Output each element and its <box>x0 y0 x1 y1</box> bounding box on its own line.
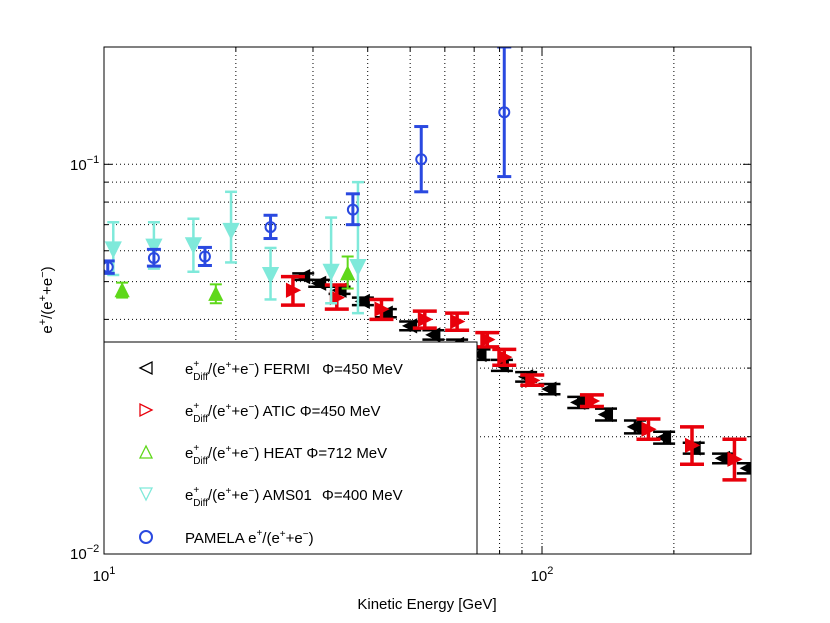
point-atic-0 <box>285 282 302 298</box>
point-pamela-0 <box>104 261 114 274</box>
point-pamela-6 <box>498 106 511 119</box>
y-tick-label-0.1: 10−1 <box>70 154 99 174</box>
legend-marker-pamela <box>139 530 153 544</box>
series-atic <box>280 274 747 482</box>
errorbar-ams01-6 <box>351 180 364 315</box>
y-axis-label: e+/(e++e−) <box>37 266 56 333</box>
point-atic-4 <box>450 313 466 330</box>
errorbar-pamela-6 <box>497 47 512 179</box>
series-heat <box>114 255 356 305</box>
point-fermi-3 <box>354 293 370 309</box>
x-axis-label: Kinetic Energy [GeV] <box>357 596 496 613</box>
point-fermi-6 <box>425 327 441 343</box>
point-ams01-5 <box>322 263 340 281</box>
legend-label-pamela: PAMELA e+/(e++e−) <box>185 528 314 547</box>
data-series <box>104 47 751 482</box>
errorbar-pamela-5 <box>414 125 429 194</box>
point-ams01-6 <box>349 259 367 277</box>
legend-markers <box>138 360 154 544</box>
point-fermi-11 <box>541 381 557 397</box>
point-pamela-1 <box>147 251 160 264</box>
legend-marker-ams01 <box>138 487 154 502</box>
point-heat-2 <box>340 265 356 281</box>
legend-label-ams01: e+ Diff/(e++e−) AMS01 Φ=400 MeV <box>185 485 403 509</box>
point-atic-7 <box>525 372 541 388</box>
legend-box <box>103 341 478 555</box>
legend-label-fermi: e+ Diff/(e++e−) FERMI Φ=450 MeV <box>185 359 403 383</box>
series-pamela <box>104 47 512 275</box>
point-ams01-4 <box>261 266 280 285</box>
point-atic-3 <box>417 311 434 328</box>
legend-marker-heat <box>138 444 154 459</box>
x-tick-label-100: 102 <box>531 565 554 585</box>
legend-label-atic: e+ Diff/(e++e−) ATIC Φ=450 MeV <box>185 401 380 425</box>
point-pamela-5 <box>415 153 428 166</box>
point-ams01-1 <box>145 238 163 256</box>
point-fermi-8 <box>471 346 487 363</box>
x-tick-label-10: 101 <box>93 565 116 585</box>
point-atic-6 <box>497 349 513 365</box>
point-pamela-2 <box>198 250 211 263</box>
legend: e+ Diff/(e++e−) FERMI Φ=450 MeV e+ Diff/(e+… <box>103 341 478 555</box>
point-fermi-14 <box>626 419 642 435</box>
point-pamela-3 <box>264 221 277 234</box>
legend-label-heat: e+ Diff/(e++e−) HEAT Φ=712 MeV <box>185 443 387 467</box>
point-ams01-2 <box>184 237 203 255</box>
point-heat-0 <box>114 282 130 298</box>
point-fermi-15 <box>655 429 672 446</box>
point-atic-9 <box>641 421 657 437</box>
point-ams01-3 <box>222 222 240 241</box>
errorbar-pamela-3 <box>263 213 278 241</box>
point-heat-1 <box>208 285 224 301</box>
point-atic-8 <box>584 393 601 409</box>
point-atic-11 <box>727 451 743 467</box>
legend-marker-atic <box>139 402 154 418</box>
point-atic-10 <box>685 437 701 453</box>
point-fermi-13 <box>597 406 614 423</box>
y-tick-label-0.01: 10−2 <box>70 543 99 563</box>
point-pamela-4 <box>346 203 359 216</box>
point-fermi-18 <box>739 462 751 474</box>
point-atic-2 <box>374 301 390 317</box>
point-atic-5 <box>480 331 496 348</box>
grid <box>104 47 751 554</box>
point-ams01-0 <box>104 241 122 259</box>
point-fermi-2 <box>331 282 347 298</box>
errorbar-ams01-5 <box>325 216 338 305</box>
errorbar-pamela-4 <box>345 192 360 227</box>
legend-marker-fermi <box>138 360 153 376</box>
